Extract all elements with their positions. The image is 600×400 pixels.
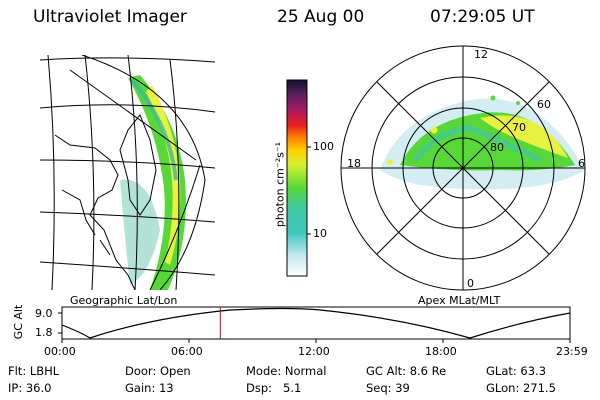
glon-info: GLon: 271.5 (486, 381, 556, 395)
colorbar-gradient (286, 79, 308, 277)
polar-aurora-yellow (480, 115, 568, 158)
dsp-value: 5.1 (283, 381, 302, 395)
mlt-label-18: 18 (347, 157, 361, 170)
door-value: Open (159, 364, 191, 378)
mode-info: Mode: Normal (246, 364, 327, 378)
seq-value: 39 (395, 381, 410, 395)
glon-value: 271.5 (522, 381, 556, 395)
polar-grid (340, 45, 586, 291)
colorbar-tick-100: 100 (313, 140, 334, 153)
gain-info: Gain: 13 (125, 381, 174, 395)
glat-value: 63.3 (520, 364, 547, 378)
date-label: 25 Aug 00 (277, 7, 365, 27)
xtick-1200: 12:00 (298, 345, 330, 358)
dsp-info: Dsp: 5.1 (246, 381, 302, 395)
xtick-0000: 00:00 (44, 345, 76, 358)
seq-info: Seq: 39 (366, 381, 410, 395)
altitude-frame (61, 306, 571, 340)
map-coastline (54, 114, 157, 290)
xtick-2359: 23:59 (556, 345, 588, 358)
mlat-label-80: 80 (490, 141, 504, 154)
door-info: Door: Open (125, 364, 191, 378)
apex-caption: Apex MLat/MLT (418, 294, 501, 307)
mlat-label-70: 70 (512, 121, 526, 134)
mlt-label-6: 6 (578, 157, 585, 170)
ip-value: 36.0 (25, 381, 52, 395)
filter-value: LBHL (29, 364, 60, 378)
gcalt-value: 8.6 Re (409, 364, 447, 378)
xtick-0600: 06:00 (171, 345, 203, 358)
altitude-ytick-low: 1.8 (35, 326, 53, 339)
map-graticule (40, 55, 215, 290)
geographic-caption: Geographic Lat/Lon (70, 294, 178, 307)
mode-value: Normal (284, 364, 327, 378)
altitude-ytick-high: 9.0 (35, 307, 53, 320)
altitude-ylabel: GC Alt (12, 304, 25, 340)
xtick-1800: 18:00 (425, 345, 457, 358)
mlat-label-60: 60 (537, 98, 551, 111)
map-aurora-haze (120, 179, 160, 285)
colorbar-tick-10: 10 (313, 227, 327, 240)
filter-info: Flt: LBHL (8, 364, 60, 378)
gain-value: 13 (158, 381, 174, 395)
instrument-title: Ultraviolet Imager (33, 7, 187, 27)
mlt-label-12: 12 (474, 48, 488, 61)
gcalt-info: GC Alt: 8.6 Re (366, 364, 447, 378)
mlt-label-0: 0 (467, 277, 474, 290)
altitude-curve (61, 307, 571, 339)
glat-info: GLat: 63.3 (486, 364, 547, 378)
time-label: 07:29:05 UT (430, 7, 535, 27)
ip-info: IP: 36.0 (8, 381, 52, 395)
